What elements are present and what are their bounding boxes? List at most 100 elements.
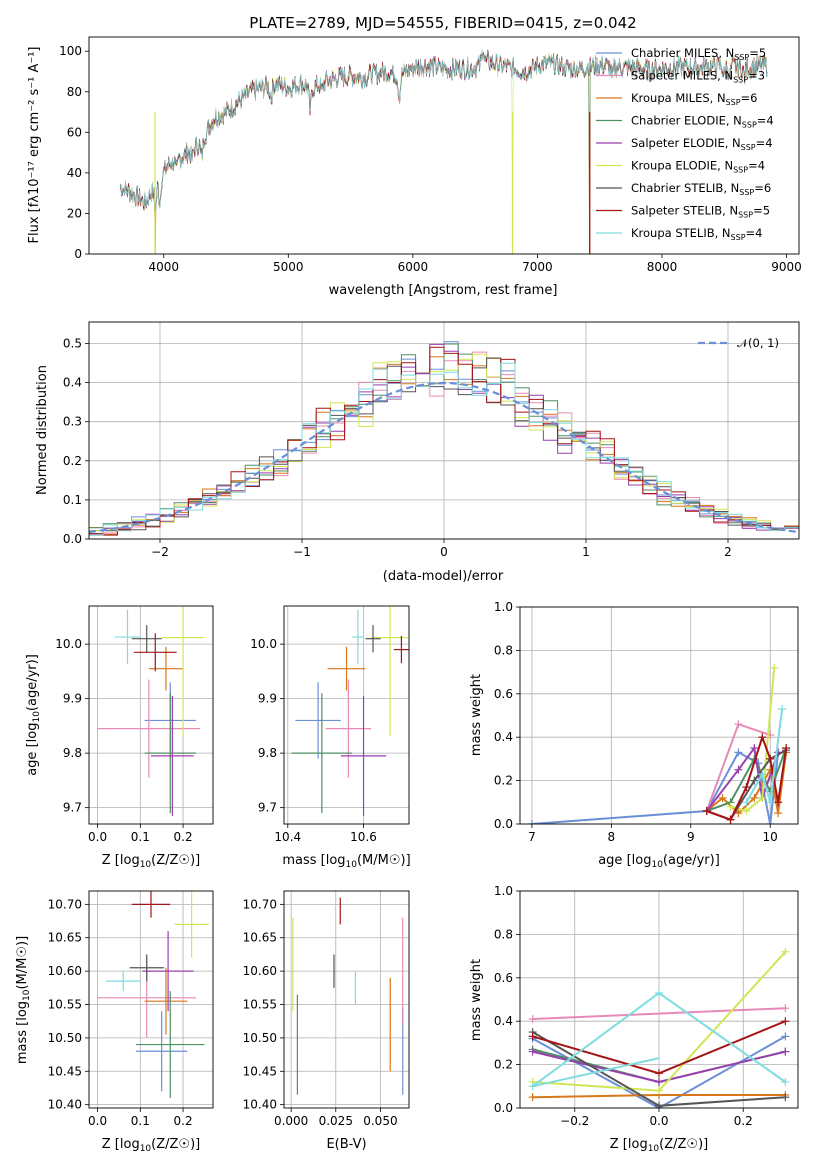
weight-series-8 bbox=[528, 1017, 790, 1078]
normal-reference-curve bbox=[89, 381, 799, 534]
y-axis-label: mass weight bbox=[469, 674, 484, 756]
y-tick-label: 60 bbox=[67, 125, 82, 139]
x-tick-label: 10 bbox=[763, 830, 778, 844]
grid bbox=[89, 891, 213, 1108]
legend: Chabrier MILES, NSSP=5 Salpeter MILES, NS… bbox=[596, 46, 774, 242]
axes-frame bbox=[88, 36, 800, 255]
axes-frame bbox=[519, 890, 799, 1109]
errorbar-point-4 bbox=[136, 991, 205, 1098]
x-tick-label: 0.1 bbox=[131, 1114, 150, 1128]
plot-area bbox=[89, 341, 799, 536]
x-tick-label: 7 bbox=[528, 830, 536, 844]
y-tick-label: 0.6 bbox=[494, 971, 513, 985]
y-tick-label: 1.0 bbox=[494, 600, 513, 614]
y-tick-label: 10.0 bbox=[250, 637, 277, 651]
y-tick-label: 10.40 bbox=[243, 1098, 277, 1112]
x-tick-label: 1 bbox=[582, 545, 590, 559]
legend-entry-4: Chabrier ELODIE, NSSP=4 bbox=[631, 114, 774, 130]
y-tick-label: 10.50 bbox=[243, 1031, 277, 1045]
axes-frame bbox=[88, 321, 800, 540]
legend-entry-9: Kroupa STELIB, NSSP=4 bbox=[631, 226, 762, 242]
plot-area bbox=[292, 897, 404, 1095]
y-tick-label: 10.70 bbox=[48, 897, 82, 911]
y-tick-label: 0.2 bbox=[494, 1058, 513, 1072]
y-tick-label: 0.6 bbox=[494, 687, 513, 701]
y-tick-label: 9.9 bbox=[63, 692, 82, 706]
errorbar-point-3 bbox=[327, 646, 366, 691]
errorbar-point-3 bbox=[144, 967, 188, 1035]
y-axis-label: Flux [fλ10⁻¹⁷ erg cm⁻² s⁻¹ A⁻¹] bbox=[27, 47, 42, 244]
x-tick-label: 0.0 bbox=[649, 1114, 668, 1128]
legend-entry-1: Chabrier MILES, NSSP=5 bbox=[631, 46, 766, 62]
x-axis-label: Z [log10(Z/Z☉)] bbox=[102, 853, 200, 870]
y-tick-label: 9.9 bbox=[258, 692, 277, 706]
x-axis-label: age [log10(age/yr)] bbox=[598, 853, 720, 870]
errorbar-point-9 bbox=[114, 609, 141, 665]
y-tick-label: 0.3 bbox=[63, 415, 82, 429]
weight-series-9 bbox=[742, 704, 787, 807]
errorbar-point-5 bbox=[142, 931, 194, 1012]
x-axis-label: E(B-V) bbox=[326, 1137, 366, 1152]
weight-series-8 bbox=[702, 733, 791, 824]
y-tick-label: 10.60 bbox=[243, 964, 277, 978]
y-tick-label: 0.4 bbox=[63, 376, 82, 390]
y-tick-label: 0.0 bbox=[494, 1101, 513, 1115]
x-tick-label: 0.025 bbox=[319, 1114, 353, 1128]
x-tick-label: 2 bbox=[724, 545, 732, 559]
weight-series-6 bbox=[726, 663, 779, 815]
x-axis-label: mass [log10(M/M☉)] bbox=[282, 853, 410, 870]
y-axis-label: mass weight bbox=[469, 959, 484, 1041]
y-tick-label: 0.1 bbox=[63, 493, 82, 507]
y-tick-label: 40 bbox=[67, 166, 82, 180]
x-tick-label: 0.000 bbox=[274, 1114, 308, 1128]
x-tick-label: 0.2 bbox=[174, 830, 193, 844]
errorbar-point-3 bbox=[148, 646, 184, 691]
errorbar-point-1 bbox=[136, 1011, 188, 1092]
y-axis-label: mass [log10(M/M☉)] bbox=[15, 936, 32, 1064]
weight-series-2 bbox=[528, 1004, 790, 1024]
x-tick-label: 7000 bbox=[522, 260, 553, 274]
y-tick-label: 10.50 bbox=[48, 1031, 82, 1045]
x-axis-label: Z [log10(Z/Z☉)] bbox=[102, 1137, 200, 1154]
y-tick-label: 9.8 bbox=[258, 746, 277, 760]
x-tick-label: 0.0 bbox=[88, 830, 107, 844]
x-tick-label: 9 bbox=[687, 830, 695, 844]
x-axis-label: Z [log10(Z/Z☉)] bbox=[610, 1137, 708, 1154]
y-tick-label: 9.7 bbox=[258, 801, 277, 815]
x-tick-label: 0.050 bbox=[363, 1114, 397, 1128]
y-tick-label: 10.55 bbox=[243, 998, 277, 1012]
weight-series-1 bbox=[527, 748, 783, 824]
y-tick-label: 0.4 bbox=[494, 730, 513, 744]
x-tick-label: −0.2 bbox=[560, 1114, 589, 1128]
y-tick-label: 0.2 bbox=[494, 774, 513, 788]
x-tick-label: −1 bbox=[293, 545, 311, 559]
plot-area bbox=[119, 49, 768, 254]
x-tick-label: 0.0 bbox=[88, 1114, 107, 1128]
x-axis-label: (data-model)/error bbox=[383, 569, 504, 584]
y-tick-label: 10.45 bbox=[48, 1064, 82, 1078]
y-tick-label: 0.8 bbox=[494, 643, 513, 657]
legend-entry-5: Salpeter ELODIE, NSSP=4 bbox=[631, 136, 773, 152]
errorbar-point-4 bbox=[144, 693, 196, 814]
weight-series-5 bbox=[528, 1047, 790, 1086]
errorbar-point-4 bbox=[291, 693, 353, 814]
y-tick-label: 10.65 bbox=[48, 931, 82, 945]
y-axis-label: Normed distribution bbox=[35, 365, 50, 495]
y-axis-label: age [log10(age/yr)] bbox=[25, 654, 42, 776]
legend-entry-normal: 𝒩(0, 1) bbox=[737, 336, 779, 350]
weight-series-9 bbox=[528, 988, 790, 1091]
plot-area bbox=[291, 606, 409, 816]
x-tick-label: 6000 bbox=[398, 260, 429, 274]
x-tick-label: 9000 bbox=[771, 260, 802, 274]
legend-entry-2: Salpeter MILES, NSSP=3 bbox=[631, 69, 765, 85]
y-tick-label: 10.40 bbox=[48, 1098, 82, 1112]
axes-frame bbox=[88, 605, 214, 825]
y-tick-label: 10.45 bbox=[243, 1064, 277, 1078]
errorbar-point-5 bbox=[151, 695, 194, 816]
y-tick-label: 9.7 bbox=[63, 801, 82, 815]
y-tick-label: 20 bbox=[67, 206, 82, 220]
errorbar-point-1 bbox=[295, 682, 341, 759]
plot-area bbox=[528, 947, 790, 1108]
